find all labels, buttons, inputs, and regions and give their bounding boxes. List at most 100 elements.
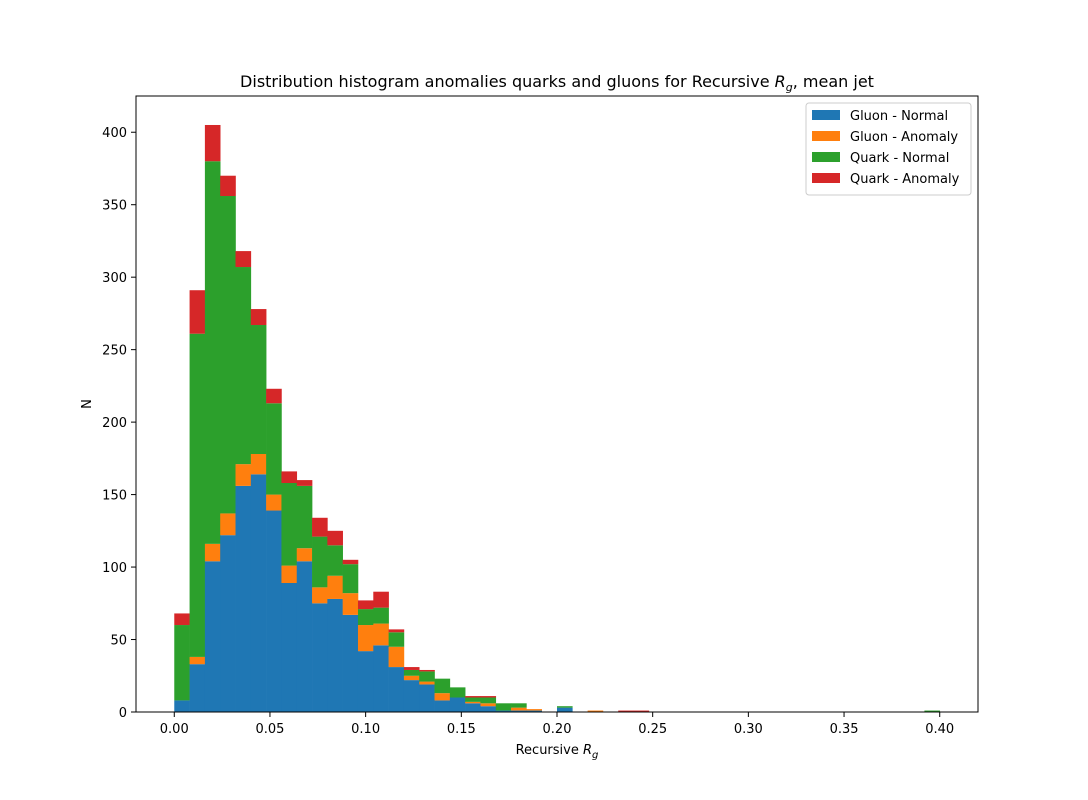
chart-title-prefix: Distribution histogram anomalies quarks … [240, 72, 775, 91]
bar-segment-2-22 [511, 703, 527, 708]
bar-segment-2-18 [449, 687, 466, 698]
bar-segment-1-17 [434, 693, 451, 701]
bar-segment-1-1 [189, 656, 206, 665]
y-axis-label: N [80, 399, 95, 409]
x-tick-label: 0.00 [160, 722, 189, 737]
bar-segment-1-16 [419, 681, 435, 685]
bar-segment-0-7 [281, 583, 298, 712]
bar-segment-3-4 [235, 251, 252, 268]
bar-segment-0-3 [220, 535, 236, 712]
legend-label: Quark - Normal [850, 151, 949, 166]
bar-segment-0-13 [373, 645, 389, 712]
bar-segment-2-20 [480, 697, 497, 704]
bar-segment-3-6 [266, 388, 282, 404]
legend: Gluon - Normal Gluon - Anomaly Quark - Nor… [805, 102, 972, 196]
bar-segment-1-20 [480, 703, 497, 707]
bar-segment-0-21 [495, 710, 512, 712]
bar-segment-0-23 [526, 710, 542, 712]
bar-segment-0-12 [357, 651, 374, 712]
bar-segment-1-5 [250, 454, 267, 475]
bar-segment-3-13 [373, 591, 389, 608]
legend-swatch [812, 110, 840, 120]
bar-segment-1-6 [266, 494, 282, 511]
y-ticks-group: 0 50 100 150 200 250 300 350 400 [102, 126, 136, 721]
bar-segment-2-8 [296, 485, 313, 549]
bar-segment-1-22 [511, 707, 527, 711]
bar-segment-1-9 [312, 587, 328, 604]
x-tick-label: 0.40 [925, 722, 954, 737]
bar-segment-3-16 [419, 669, 435, 672]
chart-title-math-sub: g [786, 81, 793, 94]
bar-segment-0-5 [250, 474, 267, 712]
bar-segment-2-5 [250, 325, 267, 455]
bar-segment-2-13 [373, 607, 389, 624]
bar-segment-1-15 [403, 675, 420, 681]
bar-segment-0-17 [434, 700, 451, 712]
bar-segment-1-19 [465, 701, 481, 704]
bar-segment-0-14 [388, 667, 405, 712]
bar-segment-1-27 [587, 710, 604, 712]
bar-segment-1-12 [357, 625, 374, 652]
y-tick-label: 100 [102, 561, 127, 576]
bar-segment-3-9 [312, 517, 328, 537]
bar-segment-2-12 [357, 609, 374, 626]
y-tick-label: 200 [102, 416, 127, 431]
bar-segment-0-19 [465, 703, 481, 712]
bar-segment-0-6 [266, 510, 282, 712]
bar-segment-3-1 [189, 290, 206, 334]
bar-segment-1-2 [204, 543, 221, 562]
x-tick-label: 0.25 [638, 722, 667, 737]
y-tick-label: 400 [102, 126, 127, 141]
bar-segment-2-31 [924, 710, 941, 712]
bar-segment-1-14 [388, 646, 405, 668]
bar-segment-1-7 [281, 565, 298, 583]
bar-segment-0-20 [480, 706, 497, 712]
bar-segment-1-23 [526, 709, 542, 711]
y-tick-label: 50 [110, 634, 127, 649]
bar-segment-3-3 [220, 175, 236, 197]
x-tick-label: 0.20 [543, 722, 572, 737]
legend-box [805, 102, 972, 196]
bar-segment-2-21 [495, 703, 512, 711]
bar-segment-0-22 [511, 710, 527, 712]
bar-segment-0-25 [557, 707, 573, 712]
bar-segment-3-12 [357, 600, 374, 610]
x-axis-label-math-sub: g [592, 750, 598, 761]
bar-segment-3-8 [296, 480, 313, 486]
bar-segment-3-15 [403, 667, 420, 670]
bar-segment-0-15 [403, 680, 420, 712]
x-tick-label: 0.30 [734, 722, 763, 737]
bar-segment-0-9 [312, 603, 328, 712]
bar-segment-3-2 [204, 124, 221, 162]
bar-segment-2-9 [312, 536, 328, 588]
bar-segment-2-17 [434, 678, 451, 694]
bar-segment-1-10 [327, 575, 343, 599]
bar-segment-1-13 [373, 623, 389, 646]
legend-swatch [812, 173, 840, 183]
bar-segment-0-11 [342, 614, 359, 712]
plot-frame [135, 95, 979, 713]
bar-segment-3-19 [465, 696, 481, 698]
x-tick-label: 0.15 [447, 722, 476, 737]
y-tick-label: 150 [102, 489, 127, 504]
bar-segment-3-30 [633, 710, 650, 712]
y-tick-label: 350 [102, 199, 127, 214]
bar-segment-0-8 [296, 561, 313, 712]
bar-segment-3-14 [388, 629, 405, 633]
bar-segment-2-25 [557, 706, 573, 708]
bar-segment-2-4 [235, 267, 252, 465]
x-ticks-group: 0.00 0.05 0.10 0.15 0.20 0.25 0.30 0.35 0.40 [160, 712, 954, 737]
bar-segment-0-1 [189, 664, 206, 712]
bar-segment-2-2 [204, 161, 221, 544]
x-tick-label: 0.10 [351, 722, 380, 737]
bar-segment-0-18 [449, 697, 466, 712]
x-tick-label: 0.35 [830, 722, 859, 737]
legend-swatch [812, 131, 840, 141]
bar-segment-0-10 [327, 598, 343, 712]
bar-segment-2-7 [281, 482, 298, 566]
bar-segment-1-8 [296, 548, 313, 562]
bar-segment-3-0 [174, 613, 190, 626]
legend-label: Gluon - Anomaly [850, 130, 958, 145]
bar-segment-2-3 [220, 196, 236, 514]
